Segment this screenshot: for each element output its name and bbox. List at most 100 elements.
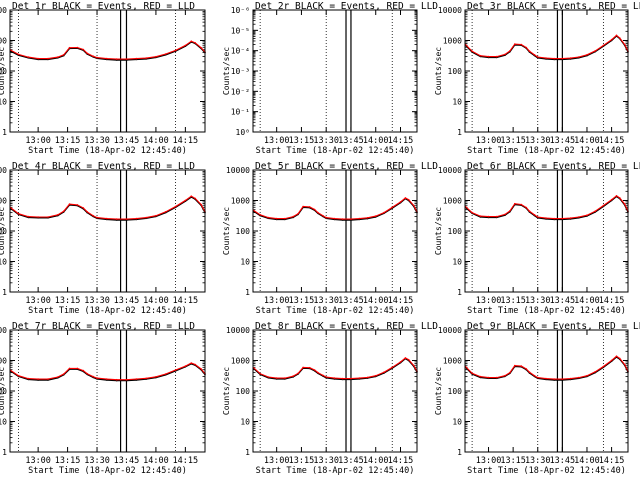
x-tick-label: 14:15: [599, 136, 625, 146]
lld-data-point: [399, 201, 402, 203]
y-tick-label: 100: [236, 227, 251, 236]
detector-panel-4: Det 4r BLACK = Events, RED = LLD 1 10 100 10…: [0, 161, 206, 316]
lld-data-point: [404, 357, 407, 359]
lld-data-point: [536, 56, 539, 58]
lld-data-point: [194, 363, 196, 366]
x-axis-label: Start Time (18-Apr-02 12:45:40): [28, 466, 187, 476]
lld-data-point: [391, 366, 394, 369]
x-tick-label: 14:15: [173, 136, 199, 146]
y-tick-label: 1000: [0, 357, 7, 366]
lld-data-point: [533, 374, 536, 377]
lld-data-point: [76, 46, 79, 49]
lld-data-point: [586, 214, 588, 216]
lld-data-point: [594, 210, 596, 212]
lld-data-point: [504, 213, 506, 216]
x-tick-label: 13:15: [289, 136, 315, 146]
lld-data-point: [174, 205, 177, 208]
lld-data-point: [533, 214, 536, 216]
lld-data-point: [561, 217, 564, 220]
lld-data-point: [586, 54, 588, 56]
x-tick-label: 13:45: [338, 136, 364, 146]
panel-title: Det 4r BLACK = Events, RED = LLD: [12, 161, 195, 172]
detector-panel-8: Det 8r BLACK = Events, RED = LLD 1 10 100 10…: [222, 321, 438, 476]
lld-data-point: [62, 210, 65, 212]
y-tick-label: 10: [452, 258, 462, 267]
lld-data-point: [610, 359, 613, 362]
x-tick-label: 14:00: [363, 136, 389, 146]
lld-data-point: [578, 216, 580, 218]
lld-data-point: [17, 212, 20, 215]
lld-data-point: [528, 50, 531, 52]
x-tick-label: 13:15: [55, 456, 81, 466]
lld-data-point: [155, 214, 157, 217]
x-tick-label: 13:30: [525, 296, 551, 306]
lld-data-point: [200, 203, 202, 206]
lld-data-point: [533, 54, 536, 56]
x-tick-label: 13:45: [550, 456, 576, 466]
y-tick-label: 1000: [231, 197, 250, 206]
lld-data-point: [96, 56, 98, 59]
x-axis-label: Start Time (18-Apr-02 12:45:40): [256, 466, 415, 476]
lld-data-point: [174, 369, 177, 371]
x-tick-label: 13:00: [476, 296, 502, 306]
lld-data-point: [404, 197, 407, 199]
plot-frame: [464, 9, 629, 133]
y-tick-label: 10⁻⁵: [231, 26, 250, 35]
lld-series-line: [465, 34, 629, 60]
lld-data-point: [525, 368, 528, 370]
plot-frame: [252, 9, 418, 133]
lld-data-point: [96, 216, 98, 219]
x-tick-label: 13:30: [313, 456, 339, 466]
y-tick-label: 10⁻¹: [231, 108, 250, 117]
lld-data-point: [190, 40, 193, 42]
lld-data-point: [569, 217, 572, 219]
y-axis-label: Counts/sec: [0, 367, 6, 415]
lld-data-point: [194, 42, 196, 44]
lld-data-point: [594, 50, 596, 52]
lld-data-point: [325, 376, 328, 378]
lld-data-point: [374, 374, 377, 377]
y-tick-label: 10: [0, 98, 7, 107]
y-tick-label: 10000: [0, 6, 7, 15]
x-tick-label: 14:00: [574, 136, 600, 146]
x-axis-label: Start Time (18-Apr-02 12:45:40): [28, 306, 187, 316]
lld-data-point: [86, 372, 88, 375]
detector-panel-6: Det 6r BLACK = Events, RED = LLD 1 10 100 10…: [434, 161, 640, 316]
lld-data-point: [619, 357, 621, 360]
x-tick-label: 13:15: [289, 456, 315, 466]
lld-data-point: [333, 377, 336, 379]
lld-data-point: [504, 53, 506, 56]
x-tick-label: 13:00: [264, 136, 290, 146]
x-axis-label: Start Time (18-Apr-02 12:45:40): [467, 306, 626, 316]
lld-data-point: [615, 195, 618, 197]
lld-data-point: [297, 372, 299, 375]
lld-data-point: [57, 214, 59, 216]
x-tick-label: 13:30: [84, 136, 110, 146]
plot-frame: [464, 169, 629, 293]
lld-data-point: [106, 57, 108, 60]
lld-data-point: [520, 203, 523, 206]
x-tick-label: 13:00: [25, 296, 51, 306]
lld-data-point: [155, 55, 157, 58]
x-tick-label: 13:45: [114, 296, 140, 306]
x-tick-label: 14:00: [574, 456, 600, 466]
lld-data-point: [27, 56, 30, 58]
lld-data-point: [366, 376, 369, 379]
x-tick-label: 13:00: [476, 456, 502, 466]
lld-data-point: [322, 374, 324, 377]
lld-data-point: [350, 377, 352, 380]
lld-data-point: [578, 376, 580, 379]
lld-data-point: [313, 208, 316, 211]
lld-data-point: [164, 373, 167, 375]
lld-data-point: [302, 205, 304, 208]
lld-data-point: [200, 46, 202, 49]
y-tick-label: 10: [0, 258, 7, 267]
lld-data-point: [545, 217, 547, 219]
lld-data-point: [553, 57, 555, 60]
x-tick-label: 13:30: [313, 136, 339, 146]
lld-data-point: [495, 376, 498, 379]
x-axis-label: Start Time (18-Apr-02 12:45:40): [467, 466, 626, 476]
lld-data-point: [333, 217, 336, 220]
lld-data-point: [341, 218, 344, 220]
lld-data-point: [115, 58, 118, 60]
